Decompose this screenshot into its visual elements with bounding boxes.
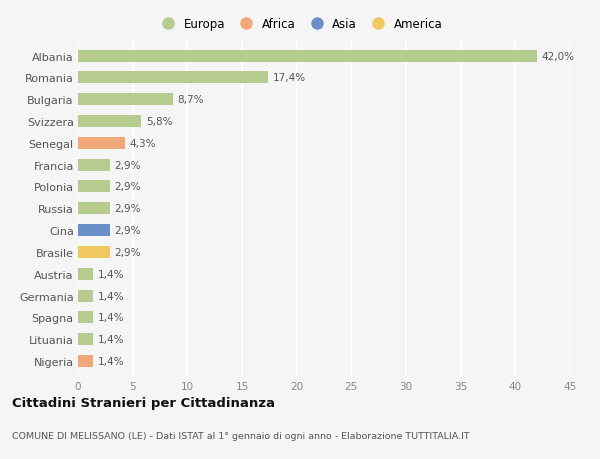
Text: Cittadini Stranieri per Cittadinanza: Cittadini Stranieri per Cittadinanza bbox=[12, 396, 275, 409]
Text: 42,0%: 42,0% bbox=[542, 51, 575, 62]
Bar bbox=[78, 312, 94, 324]
Bar bbox=[78, 94, 173, 106]
Text: 8,7%: 8,7% bbox=[178, 95, 204, 105]
Bar bbox=[78, 290, 94, 302]
Text: 2,9%: 2,9% bbox=[114, 226, 140, 235]
Text: COMUNE DI MELISSANO (LE) - Dati ISTAT al 1° gennaio di ogni anno - Elaborazione : COMUNE DI MELISSANO (LE) - Dati ISTAT al… bbox=[12, 431, 470, 440]
Text: 1,4%: 1,4% bbox=[98, 269, 124, 279]
Bar bbox=[78, 355, 94, 367]
Bar bbox=[78, 203, 110, 215]
Bar bbox=[78, 50, 537, 62]
Bar bbox=[78, 224, 110, 236]
Bar bbox=[78, 159, 110, 171]
Text: 1,4%: 1,4% bbox=[98, 291, 124, 301]
Text: 4,3%: 4,3% bbox=[130, 139, 156, 149]
Text: 1,4%: 1,4% bbox=[98, 313, 124, 323]
Bar bbox=[78, 138, 125, 150]
Text: 5,8%: 5,8% bbox=[146, 117, 172, 127]
Bar bbox=[78, 181, 110, 193]
Bar bbox=[78, 246, 110, 258]
Text: 2,9%: 2,9% bbox=[114, 160, 140, 170]
Bar bbox=[78, 73, 268, 84]
Bar bbox=[78, 116, 142, 128]
Text: 17,4%: 17,4% bbox=[272, 73, 306, 83]
Text: 2,9%: 2,9% bbox=[114, 247, 140, 257]
Bar bbox=[78, 333, 94, 345]
Text: 2,9%: 2,9% bbox=[114, 204, 140, 214]
Bar bbox=[78, 268, 94, 280]
Text: 1,4%: 1,4% bbox=[98, 356, 124, 366]
Text: 1,4%: 1,4% bbox=[98, 335, 124, 344]
Text: 2,9%: 2,9% bbox=[114, 182, 140, 192]
Legend: Europa, Africa, Asia, America: Europa, Africa, Asia, America bbox=[152, 14, 447, 36]
